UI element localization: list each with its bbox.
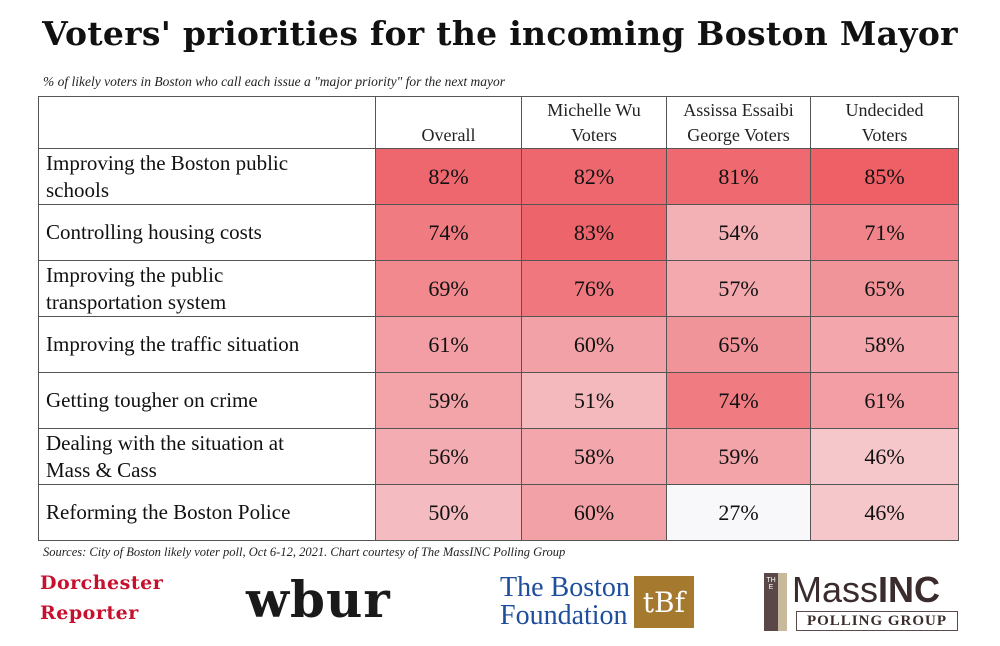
row-label-line2: Mass & Cass <box>46 457 157 482</box>
value-cell: 59% <box>666 428 811 485</box>
massinc-wordmark: MassINC <box>792 569 940 611</box>
column-header-line2: Voters <box>861 124 908 145</box>
massinc-the: THE <box>766 577 776 591</box>
tbf-mark-icon: tBf <box>633 576 694 628</box>
value-cell: 59% <box>375 372 522 429</box>
massinc-bar-accent-icon <box>778 573 787 631</box>
table-row: Improving the traffic situation 61% 60% 65%… <box>38 316 959 373</box>
massinc-name-a: Mass <box>792 569 879 610</box>
boston-foundation-line1: The Boston <box>500 572 630 603</box>
massinc-bar-icon <box>764 573 778 631</box>
row-label-line2: transportation system <box>46 289 227 314</box>
chart-title: Voters' priorities for the incoming Bost… <box>42 14 958 53</box>
dorchester-logo-line2: Reporter <box>40 602 139 624</box>
value-cell: 56% <box>375 428 522 485</box>
table-row: Dealing with the situation at Mass & Cass… <box>38 428 959 485</box>
wbur-logo: wbur <box>246 570 391 629</box>
value-cell: 81% <box>666 148 811 205</box>
row-label: Reforming the Boston Police <box>38 484 376 541</box>
value-cell: 82% <box>521 148 667 205</box>
value-cell: 54% <box>666 204 811 261</box>
dorchester-reporter-logo: Dorchester Reporter <box>40 568 163 628</box>
row-label-line1: Improving the Boston public <box>46 150 289 175</box>
value-cell: 85% <box>810 148 959 205</box>
table-row: Improving the Boston public schools 82% 82%… <box>38 148 959 205</box>
massinc-tagline: POLLING GROUP <box>796 611 958 631</box>
table-row: Improving the public transportation syste… <box>38 260 959 317</box>
value-cell: 46% <box>810 484 959 541</box>
value-cell: 76% <box>521 260 667 317</box>
value-cell: 69% <box>375 260 522 317</box>
row-label: Controlling housing costs <box>38 204 376 261</box>
column-header-line2: George Voters <box>687 124 790 145</box>
row-label: Improving the Boston public schools <box>38 148 376 205</box>
value-cell: 61% <box>810 372 959 429</box>
value-cell: 83% <box>521 204 667 261</box>
row-label-line1: Improving the traffic situation <box>46 332 300 356</box>
priorities-table: Overall Michelle Wu Voters Assissa Essaib… <box>38 96 959 541</box>
massinc-logo: THE MassINC POLLING GROUP <box>764 569 960 633</box>
column-header: Michelle Wu Voters <box>521 96 667 149</box>
value-cell: 65% <box>810 260 959 317</box>
row-label: Dealing with the situation at Mass & Cass <box>38 428 376 485</box>
boston-foundation-line2: Foundation <box>500 600 628 631</box>
boston-foundation-logo: The Boston Foundation tBf <box>500 574 694 630</box>
chart-subtitle: % of likely voters in Boston who call ea… <box>43 74 506 89</box>
dorchester-logo-line1: Dorchester <box>40 572 164 594</box>
value-cell: 61% <box>375 316 522 373</box>
column-header: Undecided Voters <box>810 96 959 149</box>
massinc-name-b: INC <box>878 569 941 610</box>
row-label-line1: Dealing with the situation at <box>46 430 284 455</box>
row-label-line1: Controlling housing costs <box>46 220 262 244</box>
value-cell: 74% <box>375 204 522 261</box>
row-label: Improving the traffic situation <box>38 316 376 373</box>
value-cell: 71% <box>810 204 959 261</box>
value-cell: 27% <box>666 484 811 541</box>
value-cell: 65% <box>666 316 811 373</box>
source-note: Sources: City of Boston likely voter pol… <box>43 545 566 559</box>
row-label-line1: Reforming the Boston Police <box>46 500 291 524</box>
value-cell: 60% <box>521 316 667 373</box>
column-header: Overall <box>375 96 522 149</box>
column-header-line1: Assissa Essaibi <box>683 99 794 120</box>
column-header-line2: Overall <box>421 124 476 145</box>
boston-foundation-wordmark: The Boston Foundation <box>500 574 630 630</box>
value-cell: 82% <box>375 148 522 205</box>
table-body: Improving the Boston public schools 82% 82%… <box>38 148 959 541</box>
value-cell: 51% <box>521 372 667 429</box>
value-cell: 58% <box>521 428 667 485</box>
column-header: Assissa Essaibi George Voters <box>666 96 811 149</box>
column-header-line2: Voters <box>571 124 617 145</box>
value-cell: 58% <box>810 316 959 373</box>
value-cell: 50% <box>375 484 522 541</box>
row-label: Improving the public transportation syste… <box>38 260 376 317</box>
column-header-line1: Michelle Wu <box>547 99 641 120</box>
row-label-line2: schools <box>46 177 109 202</box>
header-row: Overall Michelle Wu Voters Assissa Essaib… <box>38 96 959 149</box>
value-cell: 74% <box>666 372 811 429</box>
table-row: Getting tougher on crime 59% 51% 74% 61% <box>38 372 959 429</box>
table-row: Reforming the Boston Police 50% 60% 27% 46% <box>38 484 959 541</box>
value-cell: 60% <box>521 484 667 541</box>
header-corner <box>38 96 376 149</box>
row-label-line1: Improving the public <box>46 262 224 287</box>
value-cell: 57% <box>666 260 811 317</box>
value-cell: 46% <box>810 428 959 485</box>
row-label: Getting tougher on crime <box>38 372 376 429</box>
column-header-line1: Undecided <box>845 99 924 120</box>
table-row: Controlling housing costs 74% 83% 54% 71% <box>38 204 959 261</box>
row-label-line1: Getting tougher on crime <box>46 388 258 412</box>
